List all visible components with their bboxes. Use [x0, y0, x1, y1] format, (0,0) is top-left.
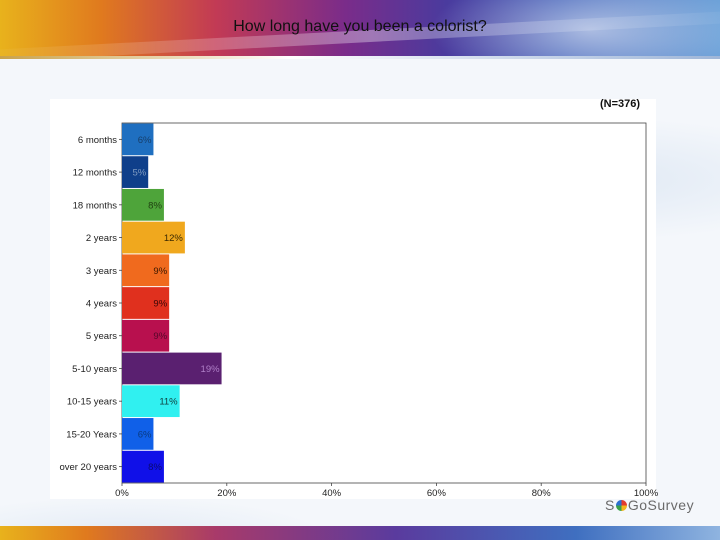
bar-5 — [122, 287, 170, 319]
value-label-8: 11% — [159, 397, 178, 408]
category-label-5: 4 years — [86, 299, 117, 310]
bar-4 — [122, 254, 170, 287]
value-label-6: 9% — [153, 331, 167, 342]
x-tick-label-0: 0% — [115, 488, 129, 499]
bar-1 — [122, 156, 149, 188]
value-label-7: 19% — [201, 364, 221, 375]
category-label-3: 2 years — [86, 233, 117, 244]
logo-text-left: S — [605, 497, 615, 513]
slide-title: How long have you been a colorist? — [233, 18, 487, 35]
category-label-9: 15-20 Years — [66, 429, 117, 440]
x-tick-label-4: 80% — [532, 488, 552, 499]
category-label-2: 18 months — [73, 200, 118, 211]
x-tick-label-5: 100% — [634, 488, 659, 499]
value-label-5: 9% — [153, 299, 167, 310]
category-label-4: 3 years — [86, 266, 117, 277]
category-label-0: 6 months — [78, 135, 117, 146]
footer-bar — [0, 526, 720, 540]
bar-9 — [122, 418, 154, 450]
category-label-10: over 20 years — [59, 462, 117, 473]
banner-glow — [430, 0, 720, 58]
bar-0 — [122, 123, 154, 156]
plot-frame — [121, 122, 647, 484]
bar-3 — [122, 221, 185, 254]
x-tick-label-3: 60% — [427, 488, 447, 499]
value-label-9: 6% — [138, 429, 152, 440]
x-tick-label-2: 40% — [322, 488, 342, 499]
bar-6 — [122, 319, 170, 352]
bar-8 — [122, 385, 180, 418]
header-banner — [0, 0, 720, 58]
bar-7 — [122, 352, 222, 385]
value-label-4: 9% — [153, 266, 167, 277]
sogosurvey-logo: S GoSurvey — [605, 497, 694, 513]
sample-size-label: (N=376) — [600, 98, 641, 110]
bar-2 — [122, 188, 164, 221]
value-label-1: 5% — [132, 168, 146, 179]
logo-ball-icon — [615, 499, 627, 511]
bar-10 — [122, 450, 164, 483]
category-label-8: 10-15 years — [67, 397, 117, 408]
value-label-3: 12% — [164, 233, 184, 244]
category-label-1: 12 months — [73, 168, 118, 179]
category-label-6: 5 years — [86, 331, 117, 342]
x-tick-label-1: 20% — [217, 488, 237, 499]
value-label-2: 8% — [148, 200, 162, 211]
logo-text-right: GoSurvey — [627, 497, 695, 513]
value-label-0: 6% — [138, 135, 152, 146]
banner-divider — [0, 56, 720, 59]
category-label-7: 5-10 years — [72, 364, 117, 375]
value-label-10: 8% — [148, 462, 162, 473]
